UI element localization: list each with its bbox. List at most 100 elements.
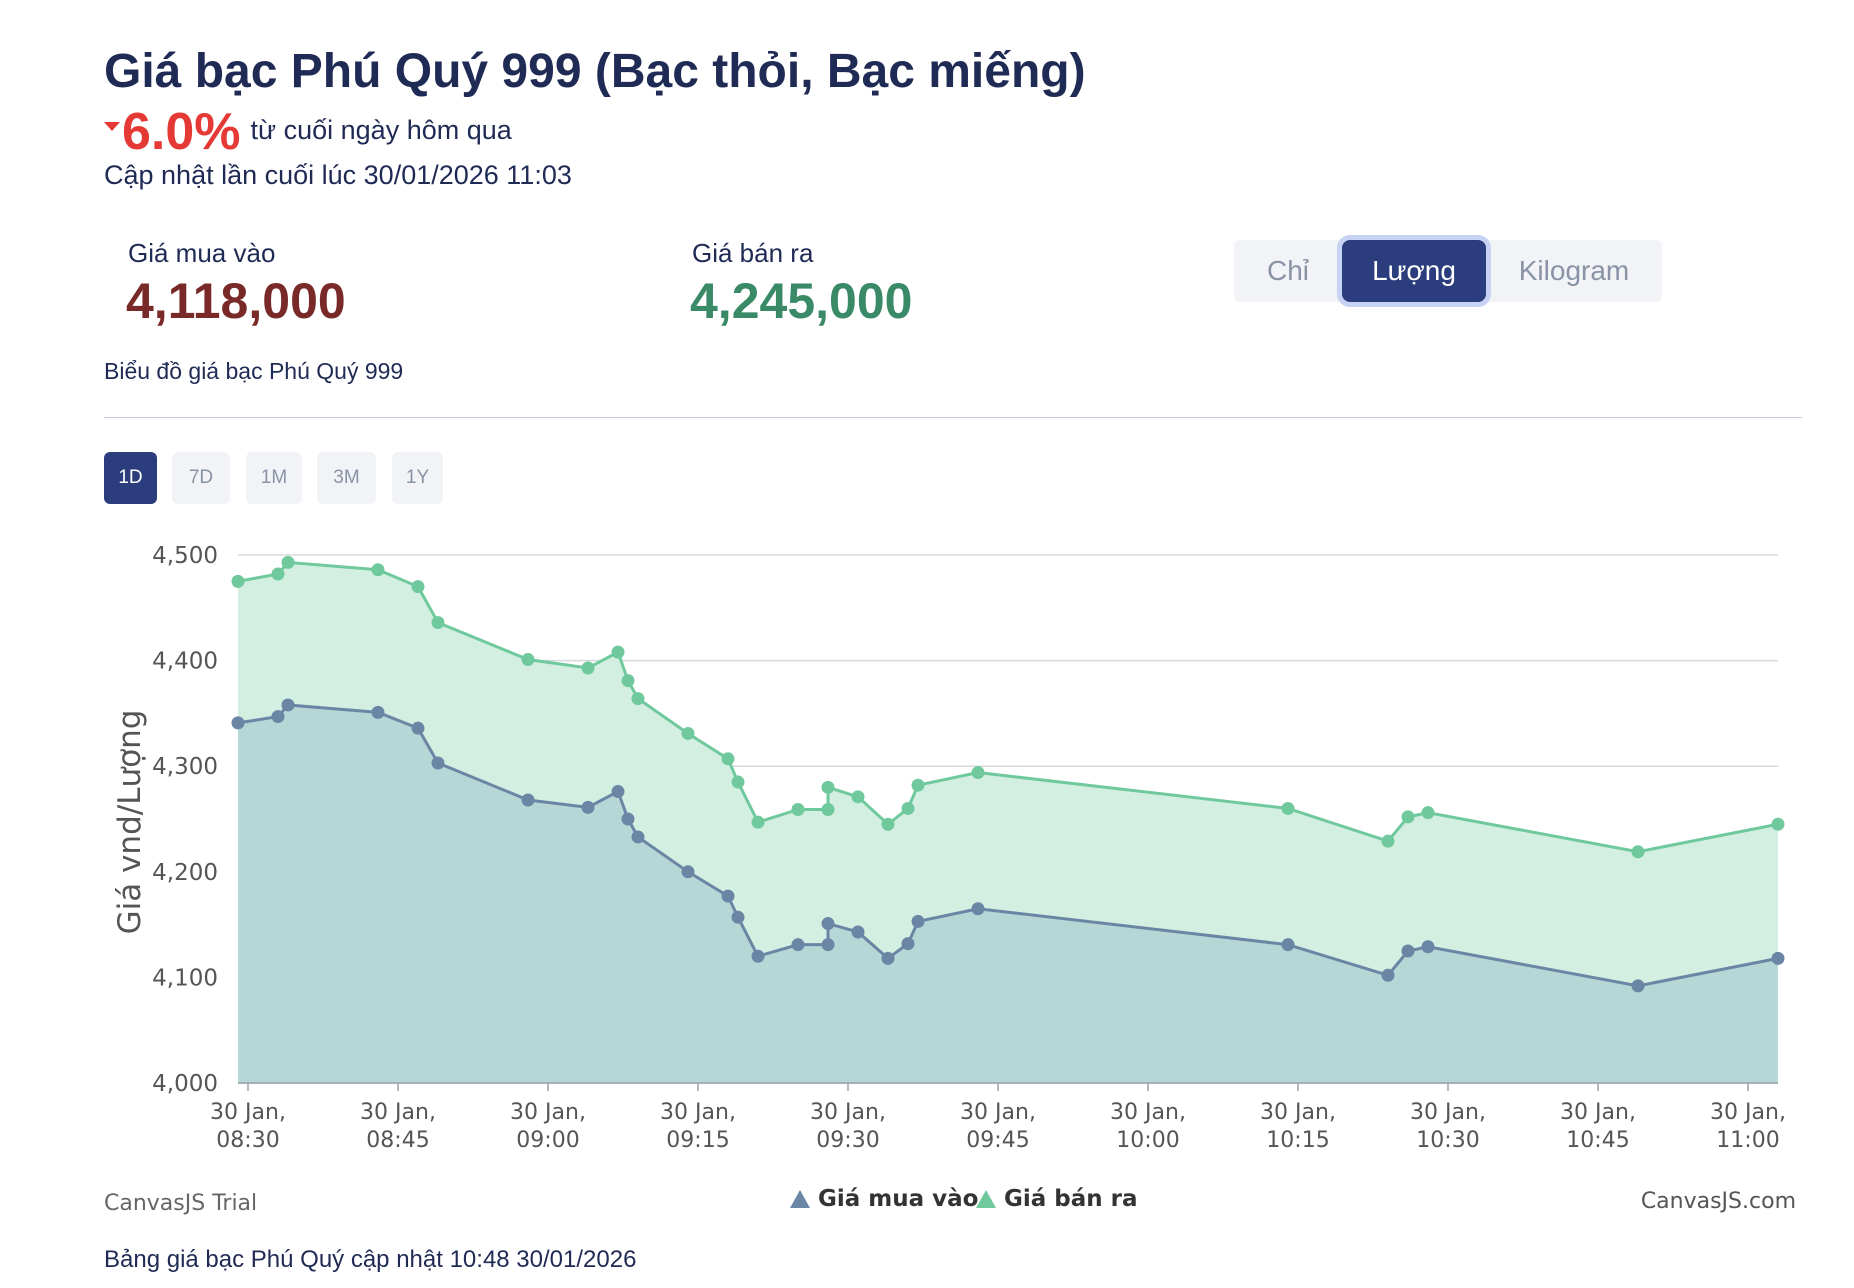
point-sell	[1401, 810, 1415, 824]
point-buy	[1401, 944, 1415, 958]
point-sell	[881, 817, 895, 831]
buy-price-label: Giá mua vào	[128, 238, 276, 268]
last-updated: Cập nhật lần cuối lúc 30/01/2026 11:03	[104, 160, 572, 190]
point-buy	[851, 925, 865, 939]
point-sell	[621, 674, 635, 688]
unit-tab-luong[interactable]: Lượng	[1342, 240, 1486, 302]
x-tick-label: 09:45	[966, 1128, 1029, 1153]
point-sell	[521, 653, 535, 667]
x-tick-label: 30 Jan,	[1410, 1100, 1486, 1125]
point-buy	[821, 938, 835, 952]
point-sell	[1421, 806, 1435, 820]
price-chart: 4,000 4,100 4,200 4,300 4,400 4,500 30 Jan, 08:…	[104, 543, 1796, 1216]
y-axis-title: Giá vnd/Lượng	[112, 710, 148, 935]
y-tick-label: 4,300	[152, 754, 218, 780]
legend-buy-triangle-icon	[790, 1190, 810, 1208]
canvasjs-credit-link: CanvasJS.com	[1641, 1189, 1796, 1214]
area-buy	[238, 704, 1778, 1083]
x-tick-label: 30 Jan,	[360, 1100, 436, 1125]
x-tick-label: 30 Jan,	[1110, 1100, 1186, 1125]
legend-buy-label: Giá mua vào	[818, 1186, 978, 1212]
point-buy	[431, 756, 445, 770]
point-buy	[721, 889, 735, 903]
point-buy	[621, 812, 635, 826]
point-sell	[821, 780, 835, 794]
range-tab-1y[interactable]: 1Y	[392, 452, 443, 504]
x-tick-label: 08:45	[366, 1128, 429, 1153]
point-buy	[611, 785, 625, 799]
point-buy	[581, 800, 595, 814]
x-tick-label: 30 Jan,	[510, 1100, 586, 1125]
x-tick-label: 30 Jan,	[810, 1100, 886, 1125]
change-percent: 6.0%	[122, 103, 241, 161]
page-title: Giá bạc Phú Quý 999 (Bạc thỏi, Bạc miếng…	[104, 45, 1086, 98]
x-tick-label: 10:00	[1116, 1128, 1179, 1153]
point-sell	[681, 726, 695, 740]
x-tick-label: 10:30	[1416, 1128, 1479, 1153]
point-buy	[821, 917, 835, 931]
point-sell	[751, 815, 765, 829]
x-tick-label: 30 Jan,	[1260, 1100, 1336, 1125]
point-buy	[271, 710, 285, 724]
x-tick-label: 09:15	[666, 1128, 729, 1153]
point-sell	[731, 775, 745, 789]
point-sell	[231, 574, 245, 588]
point-buy	[1421, 940, 1435, 954]
range-tab-1m[interactable]: 1M	[246, 452, 302, 504]
x-tick-label: 30 Jan,	[660, 1100, 736, 1125]
sell-price-value: 4,245,000	[690, 273, 913, 329]
point-sell	[971, 766, 985, 780]
point-buy	[371, 705, 385, 719]
point-buy	[901, 937, 915, 951]
point-buy	[231, 716, 245, 730]
point-sell	[851, 790, 865, 804]
price-change: 6.0% từ cuối ngày hôm qua	[104, 102, 512, 162]
point-buy	[631, 830, 645, 844]
range-tab-3m[interactable]: 3M	[317, 452, 376, 504]
x-tick-label: 10:15	[1266, 1128, 1329, 1153]
divider	[104, 417, 1802, 418]
point-sell	[411, 580, 425, 594]
point-sell	[281, 555, 295, 569]
x-tick-label: 09:30	[816, 1128, 879, 1153]
x-tick-label: 08:30	[216, 1128, 279, 1153]
footer-note: Bảng giá bạc Phú Quý cập nhật 10:48 30/0…	[104, 1246, 637, 1273]
point-sell	[431, 616, 445, 630]
legend-sell-label: Giá bán ra	[1004, 1186, 1138, 1212]
point-sell	[581, 661, 595, 675]
point-sell	[911, 778, 925, 792]
point-sell	[901, 801, 915, 815]
x-tick-label: 10:45	[1566, 1128, 1629, 1153]
point-sell	[821, 802, 835, 816]
y-tick-label: 4,500	[152, 543, 218, 569]
point-sell	[1771, 817, 1785, 831]
x-tick-label: 30 Jan,	[960, 1100, 1036, 1125]
point-sell	[271, 567, 285, 581]
y-tick-label: 4,200	[152, 860, 218, 886]
point-sell	[721, 752, 735, 766]
buy-price-value: 4,118,000	[126, 273, 346, 329]
x-tick-label: 30 Jan,	[1710, 1100, 1786, 1125]
caret-down-icon	[104, 122, 120, 131]
point-buy	[791, 938, 805, 952]
point-sell	[1381, 834, 1395, 848]
point-buy	[1771, 951, 1785, 965]
range-tab-1d[interactable]: 1D	[104, 452, 157, 504]
y-tick-label: 4,400	[152, 649, 218, 675]
point-sell	[1631, 845, 1645, 859]
point-sell	[631, 692, 645, 706]
unit-tab-chi[interactable]: Chỉ	[1266, 255, 1309, 286]
x-tick-label: 30 Jan,	[1560, 1100, 1636, 1125]
x-tick-label: 11:00	[1716, 1128, 1779, 1153]
x-tick-label: 09:00	[516, 1128, 579, 1153]
point-buy	[1281, 938, 1295, 952]
point-buy	[971, 902, 985, 916]
point-buy	[751, 949, 765, 963]
point-sell	[791, 802, 805, 816]
sell-price-label: Giá bán ra	[692, 238, 814, 268]
unit-tab-kilogram[interactable]: Kilogram	[1518, 255, 1630, 286]
point-sell	[371, 563, 385, 577]
point-buy	[681, 865, 695, 879]
range-tab-7d[interactable]: 7D	[172, 452, 230, 504]
point-sell	[1281, 801, 1295, 815]
